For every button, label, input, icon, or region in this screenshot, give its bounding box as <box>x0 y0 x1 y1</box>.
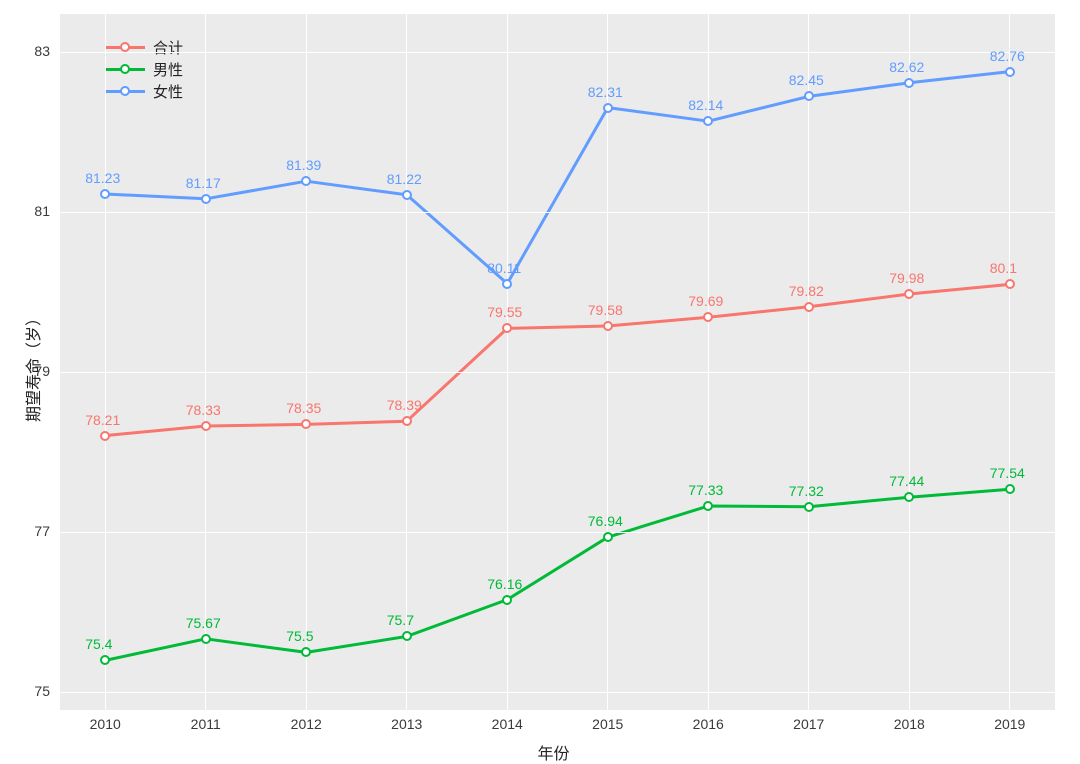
data-point <box>603 532 613 542</box>
legend-label: 男性 <box>153 59 183 80</box>
data-point-label: 82.76 <box>990 48 1025 64</box>
x-tick-label: 2013 <box>387 716 427 732</box>
data-point-label: 82.14 <box>688 97 723 113</box>
data-point-label: 79.98 <box>889 270 924 286</box>
data-point <box>201 634 211 644</box>
data-point <box>502 279 512 289</box>
gridline-vertical <box>909 14 910 710</box>
x-tick-label: 2016 <box>688 716 728 732</box>
data-point-label: 82.31 <box>588 84 623 100</box>
gridline-vertical <box>607 14 608 710</box>
data-point-label: 75.4 <box>85 636 112 652</box>
x-tick-label: 2019 <box>990 716 1030 732</box>
legend-item: 男性 <box>105 58 183 80</box>
data-point-label: 80.11 <box>487 260 521 276</box>
gridline-vertical <box>406 14 407 710</box>
data-point-label: 81.22 <box>387 171 422 187</box>
data-point-label: 79.55 <box>487 304 522 320</box>
gridline-vertical <box>507 14 508 710</box>
y-tick-label: 81 <box>0 203 50 219</box>
gridline-vertical <box>808 14 809 710</box>
data-point-label: 82.62 <box>889 59 924 75</box>
data-point-label: 79.69 <box>688 293 723 309</box>
data-point-label: 77.54 <box>990 465 1025 481</box>
gridline-vertical <box>205 14 206 710</box>
data-point-label: 80.1 <box>990 260 1017 276</box>
data-point <box>402 416 412 426</box>
x-axis-title: 年份 <box>538 740 570 764</box>
data-point <box>402 190 412 200</box>
data-point-label: 81.17 <box>186 175 221 191</box>
x-tick-label: 2012 <box>286 716 326 732</box>
data-point-label: 78.33 <box>186 402 221 418</box>
x-tick-label: 2011 <box>186 716 226 732</box>
data-point <box>804 302 814 312</box>
data-point-label: 75.67 <box>186 615 221 631</box>
gridline-horizontal <box>60 212 1055 213</box>
legend: 合计男性女性 <box>105 36 183 102</box>
legend-label: 合计 <box>153 37 183 58</box>
data-point-label: 77.32 <box>789 483 824 499</box>
data-point-label: 81.39 <box>286 157 321 173</box>
data-point-label: 76.16 <box>487 576 522 592</box>
data-point <box>201 194 211 204</box>
data-point <box>100 431 110 441</box>
legend-key <box>105 37 145 57</box>
legend-item: 合计 <box>105 36 183 58</box>
data-point <box>1005 484 1015 494</box>
data-point-label: 75.7 <box>387 612 414 628</box>
legend-key <box>105 59 145 79</box>
gridline-horizontal <box>60 372 1055 373</box>
data-point-label: 78.35 <box>286 400 321 416</box>
gridline-horizontal <box>60 692 1055 693</box>
x-tick-label: 2018 <box>889 716 929 732</box>
data-point <box>201 421 211 431</box>
gridline-vertical <box>105 14 106 710</box>
x-tick-label: 2015 <box>588 716 628 732</box>
data-point <box>804 502 814 512</box>
data-point-label: 78.21 <box>85 412 120 428</box>
gridline-horizontal <box>60 532 1055 533</box>
gridline-horizontal <box>60 52 1055 53</box>
y-tick-label: 77 <box>0 523 50 539</box>
gridline-vertical <box>1009 14 1010 710</box>
life-expectancy-chart: 年份 期望寿命（岁） 合计男性女性 2010201120122013201420… <box>0 0 1080 764</box>
x-tick-label: 2017 <box>789 716 829 732</box>
plot-area <box>60 14 1055 710</box>
y-tick-label: 75 <box>0 683 50 699</box>
data-point <box>603 321 613 331</box>
data-point-label: 82.45 <box>789 72 824 88</box>
x-tick-label: 2010 <box>85 716 125 732</box>
y-tick-label: 79 <box>0 363 50 379</box>
y-tick-label: 83 <box>0 43 50 59</box>
data-point-label: 77.44 <box>889 473 924 489</box>
gridline-vertical <box>306 14 307 710</box>
data-point-label: 77.33 <box>688 482 723 498</box>
data-point <box>502 595 512 605</box>
legend-item: 女性 <box>105 80 183 102</box>
data-point <box>1005 67 1015 77</box>
data-point-label: 81.23 <box>85 170 120 186</box>
legend-key <box>105 81 145 101</box>
x-tick-label: 2014 <box>487 716 527 732</box>
data-point-label: 75.5 <box>286 628 313 644</box>
legend-label: 女性 <box>153 81 183 102</box>
data-point-label: 79.82 <box>789 283 824 299</box>
data-point-label: 76.94 <box>588 513 623 529</box>
data-point <box>603 103 613 113</box>
data-point-label: 79.58 <box>588 302 623 318</box>
data-point-label: 78.39 <box>387 397 422 413</box>
